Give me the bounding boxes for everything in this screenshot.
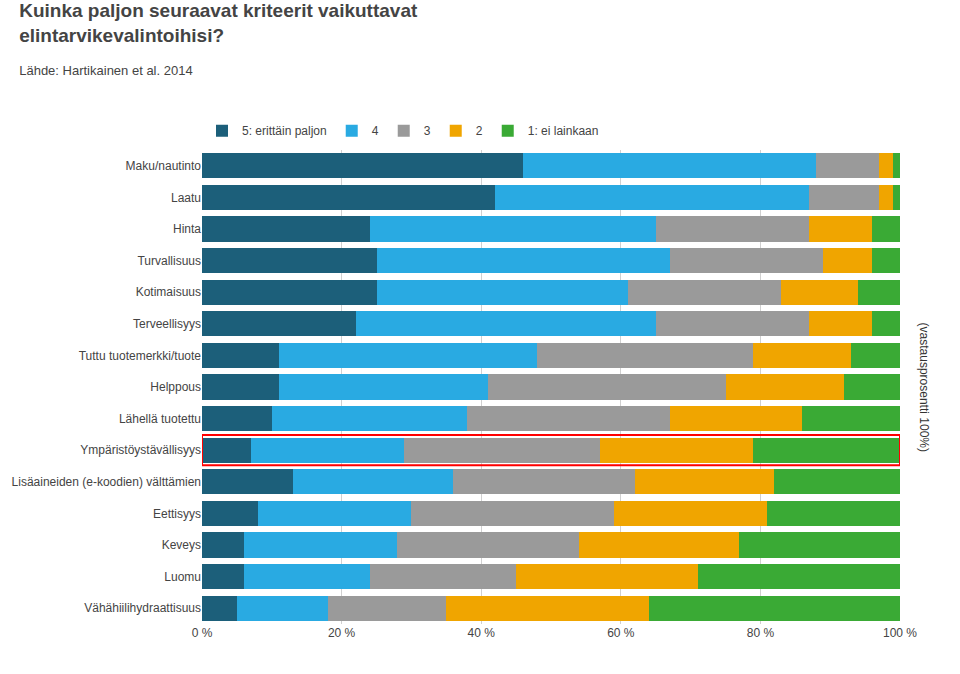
svg-text:Hinta: Hinta xyxy=(173,222,201,236)
svg-text:0 %: 0 % xyxy=(192,626,213,640)
svg-text:Luomu: Luomu xyxy=(164,570,201,584)
svg-text:Lähellä tuotettu: Lähellä tuotettu xyxy=(119,412,201,426)
svg-text:Turvallisuus: Turvallisuus xyxy=(137,254,201,268)
svg-text:20 %: 20 % xyxy=(328,626,356,640)
svg-text:Maku/nautinto: Maku/nautinto xyxy=(126,159,202,173)
svg-text:Keveys: Keveys xyxy=(162,538,201,552)
svg-text:Vähähiilihydraattisuus: Vähähiilihydraattisuus xyxy=(84,601,201,615)
svg-text:4: 4 xyxy=(372,124,379,138)
svg-text:Helppous: Helppous xyxy=(150,380,201,394)
svg-text:Eettisyys: Eettisyys xyxy=(153,507,201,521)
svg-text:Ympäristöystävällisyys: Ympäristöystävällisyys xyxy=(80,443,201,457)
svg-text:Kuinka paljon seuraavat kritee: Kuinka paljon seuraavat kriteerit vaikut… xyxy=(19,0,418,46)
svg-text:1: ei lainkaan: 1: ei lainkaan xyxy=(528,124,599,138)
svg-text:5: erittäin paljon: 5: erittäin paljon xyxy=(242,124,327,138)
svg-text:Laatu: Laatu xyxy=(171,191,201,205)
svg-text:Tuttu tuotemerkki/tuote: Tuttu tuotemerkki/tuote xyxy=(79,349,202,363)
svg-text:Lisäaineiden (e-koodien) vältt: Lisäaineiden (e-koodien) välttämien xyxy=(12,475,201,489)
svg-text:40 %: 40 % xyxy=(468,626,496,640)
svg-text:Terveellisyys: Terveellisyys xyxy=(133,317,201,331)
svg-text:80 %: 80 % xyxy=(747,626,775,640)
svg-text:(vastausprosentti 100%): (vastausprosentti 100%) xyxy=(917,323,931,452)
svg-text:3: 3 xyxy=(424,124,431,138)
svg-text:Lähde: Hartikainen et al. 2014: Lähde: Hartikainen et al. 2014 xyxy=(19,63,192,78)
svg-text:60 %: 60 % xyxy=(607,626,635,640)
svg-text:Kotimaisuus: Kotimaisuus xyxy=(136,285,201,299)
svg-text:2: 2 xyxy=(476,124,483,138)
svg-text:100 %: 100 % xyxy=(883,626,917,640)
